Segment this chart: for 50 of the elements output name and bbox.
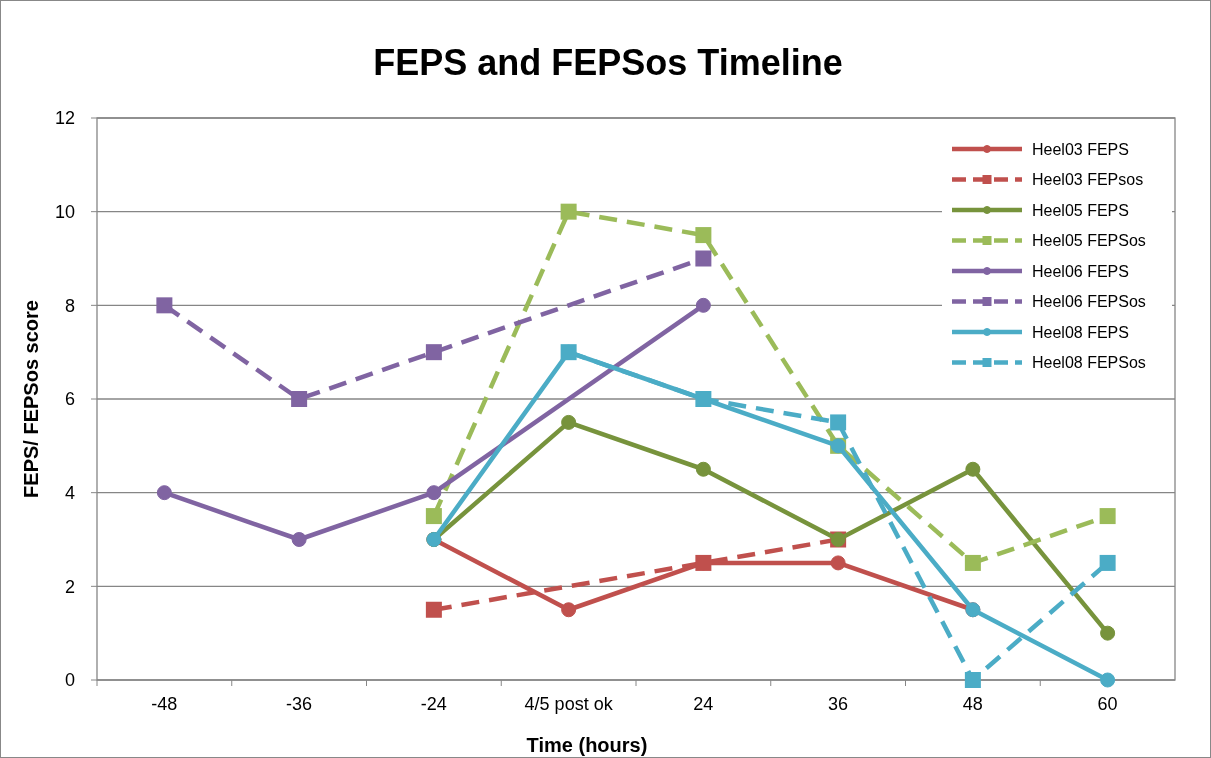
point [1100,672,1116,688]
x-tick-label: 48 [962,694,983,714]
y-tick-label: 12 [54,108,75,129]
legend-label: Heel06 FEPS [1032,262,1129,280]
x-tick-label: -36 [286,694,313,714]
point [1099,554,1116,571]
point [426,485,442,501]
x-tick-label: 60 [1097,694,1118,714]
x-axis-title: Time (hours) [526,734,648,756]
legend-label: Heel03 FEPsos [1032,171,1144,189]
point [830,555,846,571]
point [695,461,711,477]
legend-label: Heel03 FEPS [1032,140,1129,158]
legend-label: Heel08 FEPSos [1032,354,1146,372]
y-tick-label: 2 [64,576,75,597]
x-tick-label: -48 [151,694,178,714]
y-tick-label: 0 [64,670,75,691]
y-tick-label: 10 [54,201,75,222]
point [1099,508,1116,525]
point [830,414,847,431]
y-tick-label: 4 [64,482,75,503]
point [156,485,172,501]
point [561,602,577,618]
point [291,391,308,407]
point [425,344,442,361]
legend-label: Heel05 FEPSos [1032,232,1146,250]
point [560,203,577,220]
point [1100,625,1116,641]
x-tick-label: 36 [828,694,849,714]
y-axis-title: FEPS/ FEPSos score [20,300,42,498]
point [965,461,981,477]
legend-label: Heel08 FEPS [1032,323,1129,341]
legend-label: Heel06 FEPSos [1032,293,1146,311]
point [156,297,173,314]
point [964,672,981,688]
legend-label: Heel05 FEPS [1032,201,1129,219]
point [695,227,712,244]
point [964,554,981,571]
point [425,508,442,525]
y-tick-label: 6 [64,389,75,410]
y-tick-label: 8 [64,295,75,316]
point [291,532,307,547]
chart-title: FEPS and FEPSos Timeline [373,42,843,83]
point [695,250,712,267]
point [425,601,442,618]
x-tick-label: 4/5 post ok [524,694,614,714]
x-tick-label: 24 [693,694,714,714]
point [695,297,711,313]
point [561,414,577,430]
x-tick-label: -24 [420,694,447,714]
